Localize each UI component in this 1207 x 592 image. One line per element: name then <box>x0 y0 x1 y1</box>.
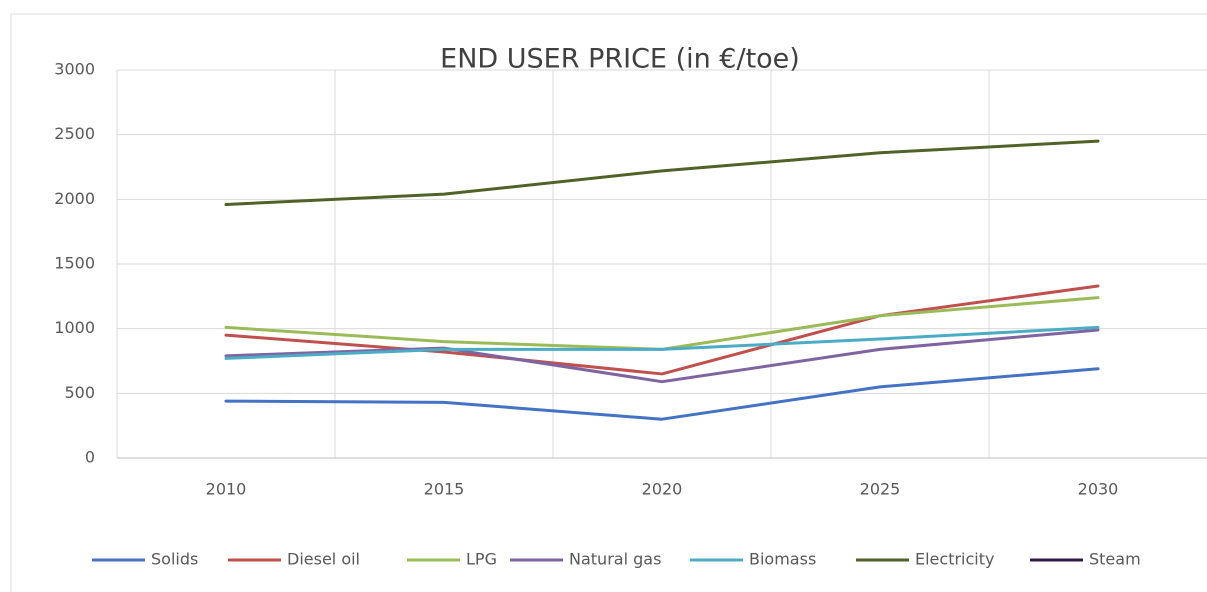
y-tick-label: 3000 <box>54 60 95 79</box>
x-tick-label: 2015 <box>424 480 465 499</box>
legend-label: LPG <box>466 550 497 569</box>
legend-label: Steam <box>1089 550 1141 569</box>
x-tick-label: 2020 <box>642 480 683 499</box>
legend-label: Electricity <box>915 550 994 569</box>
x-tick-label: 2030 <box>1078 480 1119 499</box>
y-tick-label: 2000 <box>54 189 95 208</box>
x-tick-label: 2025 <box>860 480 901 499</box>
series-line <box>224 367 1100 421</box>
series-line <box>224 325 1100 360</box>
y-tick-label: 1500 <box>54 254 95 273</box>
legend-label: Diesel oil <box>287 550 360 569</box>
series-line <box>224 284 1100 376</box>
chart-frame <box>10 13 1207 592</box>
series-line <box>224 139 1100 207</box>
y-tick-label: 0 <box>85 448 95 467</box>
series-line <box>224 328 1100 384</box>
y-tick-label: 500 <box>64 383 95 402</box>
legend-label: Natural gas <box>569 550 661 569</box>
y-tick-label: 1000 <box>54 318 95 337</box>
legend-label: Biomass <box>749 550 816 569</box>
chart-title: END USER PRICE (in €/toe) <box>440 44 800 75</box>
y-tick-label: 2500 <box>54 124 95 143</box>
x-tick-label: 2010 <box>206 480 247 499</box>
legend-label: Solids <box>151 550 198 569</box>
